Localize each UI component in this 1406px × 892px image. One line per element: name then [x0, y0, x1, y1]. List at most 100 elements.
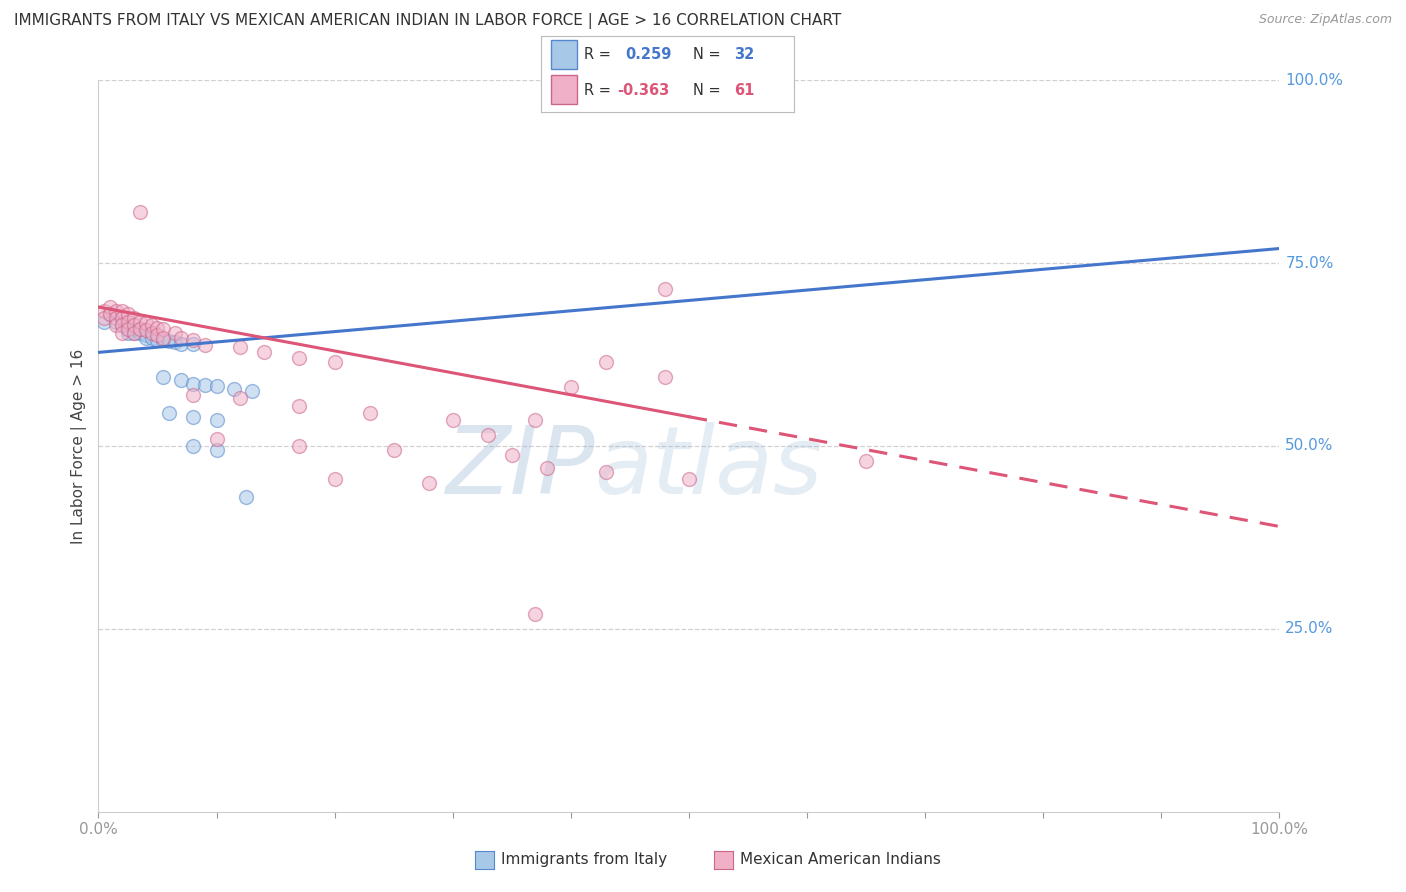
Point [128, 322, 150, 336]
Point [359, 406, 381, 420]
Point [181, 333, 204, 347]
Text: Source: ZipAtlas.com: Source: ZipAtlas.com [1258, 13, 1392, 27]
Point [141, 326, 163, 340]
Point [135, 323, 157, 337]
Point [382, 442, 405, 457]
Point [595, 465, 617, 479]
Point [524, 607, 547, 622]
Point [477, 428, 499, 442]
Text: IMMIGRANTS FROM ITALY VS MEXICAN AMERICAN INDIAN IN LABOR FORCE | AGE > 16 CORRE: IMMIGRANTS FROM ITALY VS MEXICAN AMERICA… [14, 13, 841, 29]
Point [229, 340, 252, 354]
Text: ZIP: ZIP [444, 423, 595, 514]
Point [135, 331, 157, 345]
Bar [551, 40, 576, 69]
Bar [551, 75, 576, 104]
Point [105, 311, 128, 326]
Text: R =: R = [585, 47, 612, 62]
Text: 0.259: 0.259 [624, 47, 671, 62]
Point [128, 326, 150, 340]
Text: 50.0%: 50.0% [1285, 439, 1334, 453]
Point [654, 282, 676, 296]
Point [170, 336, 193, 351]
Point [524, 413, 547, 427]
Point [595, 355, 617, 369]
Point [441, 413, 464, 427]
Point [205, 442, 228, 457]
Point [170, 373, 193, 387]
Point [855, 453, 877, 467]
Point [157, 406, 180, 420]
Point [253, 345, 276, 359]
Point [165, 335, 187, 350]
Point [111, 303, 134, 318]
Text: N =: N = [693, 83, 721, 98]
Point [111, 318, 134, 333]
Point [122, 326, 145, 340]
Point [111, 311, 134, 326]
Text: R =: R = [585, 83, 612, 98]
Text: 61: 61 [734, 83, 754, 98]
Point [105, 303, 128, 318]
Point [152, 331, 174, 345]
Text: atlas: atlas [595, 423, 823, 514]
Point [418, 475, 440, 490]
Point [152, 322, 174, 336]
Point [141, 331, 163, 345]
Point [146, 333, 169, 347]
Point [205, 432, 228, 446]
Point [323, 355, 346, 369]
Point [117, 322, 139, 336]
Point [111, 318, 134, 333]
Point [654, 369, 676, 384]
Point [128, 315, 150, 329]
Text: N =: N = [693, 47, 721, 62]
Point [181, 439, 204, 453]
Point [170, 331, 193, 345]
Point [117, 326, 139, 340]
Point [165, 326, 187, 340]
Point [146, 327, 169, 342]
Point [536, 461, 558, 475]
Point [146, 320, 169, 334]
Point [117, 315, 139, 329]
Point [560, 380, 582, 394]
Point [93, 303, 115, 318]
Point [229, 392, 252, 406]
Text: 100.0%: 100.0% [1285, 73, 1343, 87]
Point [205, 379, 228, 393]
Text: 25.0%: 25.0% [1285, 622, 1334, 636]
Point [152, 333, 174, 347]
Point [501, 448, 523, 462]
Text: 32: 32 [734, 47, 754, 62]
Point [111, 326, 134, 340]
Point [105, 318, 128, 333]
Point [323, 472, 346, 486]
Point [194, 338, 217, 352]
Point [288, 439, 311, 453]
Point [105, 315, 128, 329]
Point [152, 369, 174, 384]
Point [288, 399, 311, 413]
Point [122, 326, 145, 340]
Point [98, 300, 121, 314]
Text: 75.0%: 75.0% [1285, 256, 1334, 270]
Point [678, 472, 700, 486]
Point [288, 351, 311, 366]
Point [205, 413, 228, 427]
Text: Immigrants from Italy: Immigrants from Italy [501, 853, 666, 867]
Point [141, 318, 163, 333]
Text: Mexican American Indians: Mexican American Indians [740, 853, 941, 867]
Point [122, 318, 145, 333]
Point [181, 336, 204, 351]
Point [224, 382, 246, 396]
Point [157, 334, 180, 349]
Point [98, 307, 121, 321]
Point [181, 376, 204, 391]
Point [93, 311, 115, 326]
Point [135, 316, 157, 330]
Point [93, 315, 115, 329]
Y-axis label: In Labor Force | Age > 16: In Labor Force | Age > 16 [72, 349, 87, 543]
Point [117, 307, 139, 321]
Point [235, 490, 257, 504]
Point [117, 322, 139, 336]
